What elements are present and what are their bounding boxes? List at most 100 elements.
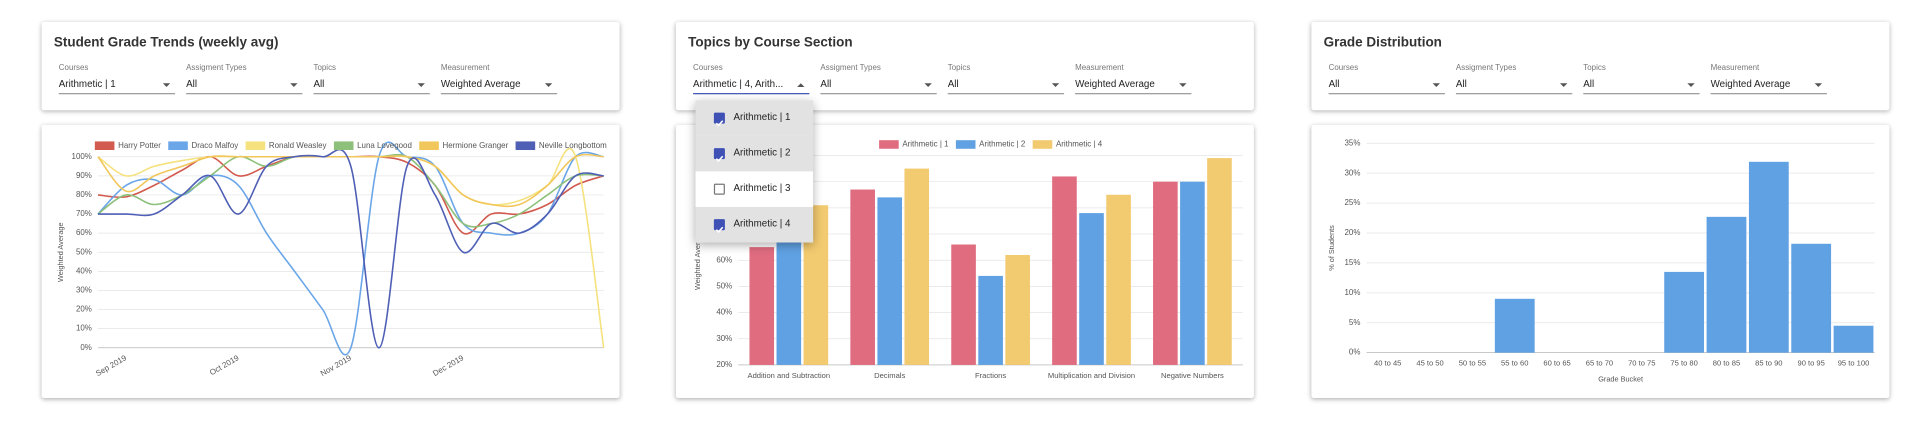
bar [749, 247, 775, 365]
bar [776, 234, 802, 365]
filter-select[interactable]: All [1328, 77, 1445, 95]
y-tick-label: 5% [1349, 318, 1360, 327]
x-tick-label: Oct 2019 [208, 353, 241, 377]
x-tick-label: 45 to 50 [1416, 359, 1443, 368]
x-tick-label: 85 to 90 [1755, 359, 1782, 368]
y-axis-title: % of Students [1327, 225, 1336, 271]
filter-select[interactable]: All [186, 77, 303, 95]
y-tick-label: 20% [76, 305, 92, 314]
series-line [97, 153, 604, 208]
y-tick-label: 70% [76, 209, 92, 218]
dropdown-arrow [1051, 83, 1060, 87]
legend-label: Hermione Granger [443, 141, 509, 150]
menu-option[interactable]: Arithmetic | 1 [695, 100, 814, 136]
bar [1494, 298, 1535, 353]
bar [1005, 254, 1030, 365]
y-tick-label: 30% [1345, 168, 1361, 177]
dropdown-arrow [290, 83, 298, 87]
filter-card: Student Grade Trends (weekly avg) Courses… [41, 22, 620, 111]
filter-label: Measurement [1710, 63, 1760, 73]
filter-select[interactable]: All [1583, 77, 1700, 95]
x-tick-label: 75 to 80 [1670, 359, 1697, 368]
filter-select[interactable]: Arithmetic | 4, Arith... [693, 77, 810, 95]
legend-swatch [333, 141, 354, 151]
chart: 0% 5% 10% 15% 20% 25% 30% 35% % of Students Grade… [1327, 138, 1875, 384]
dropdown-arrow [544, 83, 553, 87]
x-tick-label: Negative Numbers [1161, 371, 1224, 380]
y-tick-label: 40% [716, 308, 732, 317]
bar [1153, 181, 1178, 365]
bar [1706, 216, 1747, 353]
y-tick-label: 10% [76, 324, 92, 333]
x-tick-label: 95 to 100 [1838, 359, 1870, 368]
option-label: Arithmetic | 2 [733, 146, 791, 158]
filter-select[interactable]: Weighted Average [1710, 77, 1827, 95]
y-tick-label: 50% [716, 281, 732, 290]
y-tick-label: 0% [1349, 348, 1360, 357]
chart: 0% 10% 20% 30% 40% 50% 60% 70% 80% 90% 100% Weighte… [56, 141, 607, 378]
x-tick-label: 55 to 60 [1501, 359, 1528, 368]
check-mark [715, 155, 724, 163]
x-tick-label: Addition and Subtraction [748, 371, 831, 380]
bar [978, 275, 1003, 365]
y-tick-label: 60% [716, 255, 732, 264]
filter-select[interactable]: All [947, 77, 1065, 95]
panel-title: Topics by Course Section [688, 35, 853, 51]
check-mark [715, 120, 724, 127]
y-axis-title: Weighted Average [693, 230, 702, 290]
filter-select[interactable]: All [1455, 77, 1573, 95]
y-tick-label: 25% [1345, 198, 1361, 207]
x-tick-label: 60 to 65 [1543, 359, 1570, 368]
legend-swatch [879, 140, 899, 149]
filter-select[interactable]: Weighted Average [1075, 77, 1192, 95]
x-tick-label: Fractions [975, 371, 1006, 380]
filter-label: Topics [947, 63, 971, 73]
legend-swatch [955, 140, 976, 149]
bar [951, 244, 976, 365]
dropdown-arrow [162, 83, 171, 87]
filter-label: Courses [1328, 63, 1359, 73]
bar [1207, 158, 1232, 365]
x-tick-label: 90 to 95 [1797, 359, 1824, 368]
bar [1106, 194, 1131, 365]
dropdown-arrow [1560, 83, 1568, 87]
filter-select[interactable]: All [820, 77, 937, 95]
y-tick-label: 50% [76, 247, 92, 256]
legend-swatch [515, 141, 536, 151]
x-axis-title: Grade Bucket [1598, 375, 1643, 384]
legend-label: Draco Malfoy [192, 141, 239, 150]
legend-swatch [245, 141, 266, 151]
x-tick-label: 40 to 45 [1374, 359, 1401, 368]
menu-option[interactable]: Arithmetic | 3 [695, 171, 814, 207]
x-tick-label: Nov 2019 [319, 353, 353, 378]
y-tick-label: 40% [76, 266, 92, 275]
filter-select[interactable]: All [313, 77, 430, 95]
filter-label: Topics [1583, 63, 1606, 73]
legend-swatch [1032, 140, 1053, 149]
x-tick-label: Sep 2019 [94, 353, 128, 378]
legend-label: Arithmetic | 4 [1056, 140, 1103, 149]
checkbox [713, 183, 725, 195]
filter-select[interactable]: Weighted Average [440, 77, 558, 95]
bar [904, 168, 930, 365]
filter-card: Grade Distribution Courses All Assigment Ty… [1311, 22, 1890, 111]
dropdown-arrow [1432, 83, 1441, 87]
check-mark [715, 226, 724, 234]
menu-option[interactable]: Arithmetic | 4 [695, 206, 814, 243]
legend-label: Arithmetic | 2 [979, 140, 1026, 149]
legend: Harry Potter Draco Malfoy Ronald Weasley Lu… [94, 141, 607, 151]
x-tick-label: 50 to 55 [1459, 359, 1486, 368]
course-menu: Arithmetic | 1 Arithmetic | 2 Arithmetic |… [695, 100, 814, 243]
legend-swatch [168, 141, 188, 151]
y-tick-label: 35% [1345, 138, 1361, 147]
bar [1180, 181, 1205, 365]
filter-label: Measurement [1075, 63, 1124, 73]
bar [1664, 271, 1705, 353]
legend-label: Luna Lovegood [357, 141, 412, 150]
filter-label: Assigment Types [186, 63, 247, 73]
y-tick-label: 15% [1345, 258, 1361, 267]
menu-option[interactable]: Arithmetic | 2 [695, 135, 814, 172]
dropdown-arrow [1814, 83, 1823, 87]
dropdown-arrow [797, 83, 805, 87]
filter-select[interactable]: Arithmetic | 1 [58, 77, 176, 95]
